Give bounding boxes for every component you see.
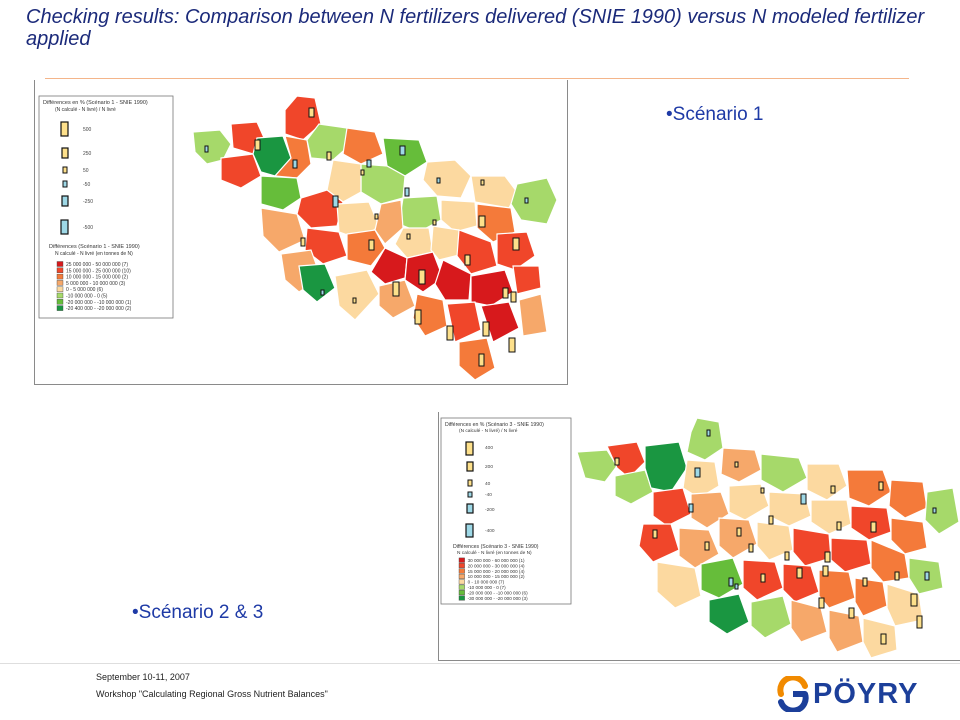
legend-swatch [458, 584, 465, 590]
legend-swatch [56, 261, 64, 267]
svg-text:-50: -50 [83, 182, 90, 188]
legend-bottom-title: Différences (Scénario 1 - SNIE 1990) [49, 244, 140, 250]
svg-text:50: 50 [83, 168, 89, 174]
legend-swatch [458, 595, 465, 601]
poyry-logo: PÖYRY [775, 674, 935, 714]
map-scenario-1-svg: Différences en % (Scénario 1 - SNIE 1990… [38, 95, 558, 381]
legend-class-label: 0 - 5 000 000 (6) [66, 287, 103, 293]
legend-swatch [56, 299, 64, 305]
choropleth-scenario-2-3 [576, 417, 960, 659]
legend-top-title: Différences en % (Scénario 3 - SNIE 1990… [445, 422, 544, 428]
legend-bottom-subtitle: N calculé - N livré (en tonnes de N) [55, 251, 133, 257]
legend-class-label: -20 000 000 - -10 000 000 (6) [468, 590, 528, 595]
map-scenario-1: Différences en % (Scénario 1 - SNIE 1990… [34, 80, 568, 385]
legend-class-label: -20 000 000 - -10 000 000 (1) [66, 300, 132, 306]
legend-class-label: 25 000 000 - 50 000 000 (7) [66, 262, 128, 268]
legend-swatch [458, 573, 465, 579]
legend-class-label: 10 000 000 - 15 000 000 (2) [66, 275, 128, 281]
legend-swatch [56, 273, 64, 280]
footer-date: September 10-11, 2007 [96, 672, 190, 682]
legend-top-title: Différences en % (Scénario 1 - SNIE 1990… [43, 100, 148, 106]
title-divider [45, 78, 909, 79]
legend-bottom-subtitle: N calculé - N livré (en tonnes de N) [457, 550, 532, 556]
legend-class-label: 5 000 000 - 10 000 000 (3) [66, 281, 126, 287]
svg-text:400: 400 [485, 445, 493, 451]
legend-swatch [56, 305, 64, 311]
bar-symbols-scenario-2-3 [614, 429, 937, 645]
footer-workshop: Workshop "Calculating Regional Gross Nut… [96, 689, 328, 699]
legend-top-subtitle: (N calculé - N livré) / N livré [55, 107, 116, 113]
poyry-logo-text: PÖYRY [813, 678, 919, 710]
legend-swatch [56, 280, 64, 286]
legend-class-label: 0 - 10 000 000 (7) [468, 580, 505, 585]
svg-text:200: 200 [485, 464, 493, 470]
svg-text:-40: -40 [485, 492, 492, 498]
map-scenario-2-3: Différences en % (Scénario 3 - SNIE 1990… [438, 412, 960, 661]
map-scenario-2-3-svg: Différences en % (Scénario 3 - SNIE 1990… [440, 417, 960, 659]
legend-class-label: -30 000 000 - -20 000 000 (3) [468, 596, 528, 601]
footer-divider [0, 663, 960, 664]
legend-swatch [458, 563, 465, 569]
svg-text:40: 40 [485, 481, 491, 487]
legend-classes: 25 000 000 - 50 000 000 (7)15 000 000 - … [56, 261, 132, 312]
legend-swatch [458, 557, 465, 563]
svg-text:250: 250 [83, 151, 92, 157]
legend-swatch [458, 568, 465, 574]
legend-class-label: 20 000 000 - 30 000 000 (4) [468, 563, 525, 568]
svg-text:-250: -250 [83, 199, 93, 205]
legend-swatch [56, 286, 64, 292]
legend-swatch [56, 292, 64, 299]
legend-class-label: -10 000 000 - 0 (5) [66, 294, 108, 300]
svg-text:-400: -400 [485, 528, 495, 534]
choropleth-scenario-1 [192, 95, 558, 381]
legend-class-label: -10 000 000 - 0 (7) [468, 585, 507, 590]
svg-text:500: 500 [83, 127, 92, 133]
legend-class-label: 30 000 000 - 60 000 000 (1) [468, 558, 525, 563]
svg-text:-500: -500 [83, 225, 93, 231]
label-scenario-1: •Scénario 1 [666, 104, 764, 125]
legend-top-symbols: 500 250 50 -50 -250 -500 [60, 121, 93, 235]
legend-top-subtitle: (N calculé - N livré) / N livré [459, 428, 518, 434]
svg-text:-200: -200 [485, 507, 495, 513]
slide-title: Checking results: Comparison between N f… [26, 6, 925, 50]
label-scenario-2-3: •Scénario 2 & 3 [132, 602, 264, 623]
legend-class-label: -20 400 000 - -20 000 000 (2) [66, 306, 132, 312]
legend-bottom-title: Différences (Scénario 3 - SNIE 1990) [453, 544, 539, 550]
legend-scenario-1: Différences en % (Scénario 1 - SNIE 1990… [38, 95, 174, 319]
legend-scenario-3: Différences en % (Scénario 3 - SNIE 1990… [440, 417, 572, 605]
bar-symbols-scenario-1 [204, 107, 529, 367]
legend-swatch [458, 579, 465, 585]
legend-swatch [56, 267, 64, 274]
legend-class-label: 10 000 000 - 15 000 000 (2) [468, 574, 525, 579]
poyry-logo-icon [777, 676, 809, 712]
legend-swatch [458, 590, 465, 596]
legend-classes: 30 000 000 - 60 000 000 (1)20 000 000 - … [458, 557, 528, 601]
legend-class-label: 15 000 000 - 25 000 000 (10) [66, 268, 131, 274]
legend-class-label: 15 000 000 - 20 000 000 (4) [468, 569, 525, 574]
legend-top-symbols: 400 200 40 -40 -200 -400 [465, 441, 495, 538]
